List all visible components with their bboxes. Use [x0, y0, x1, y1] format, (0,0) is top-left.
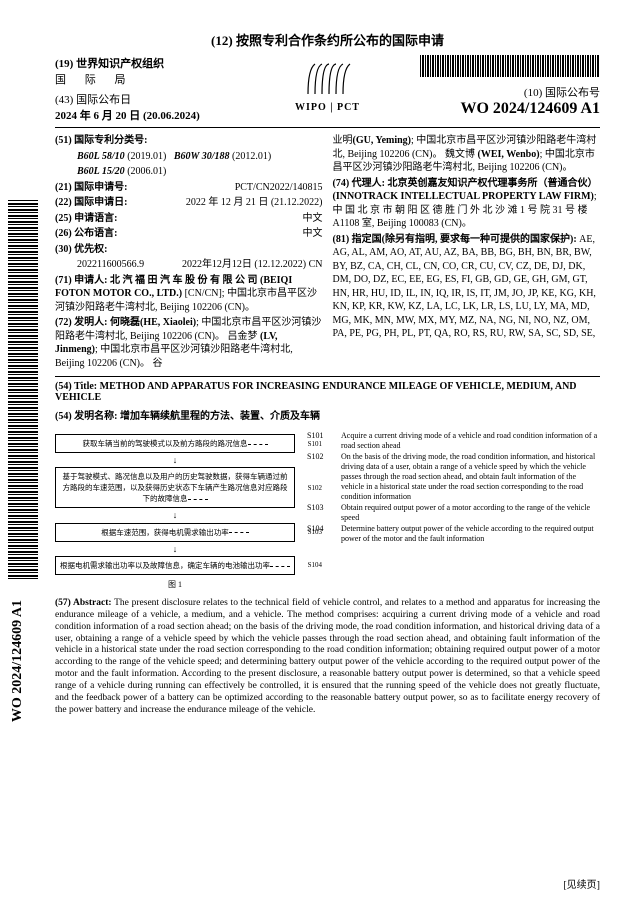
- horizontal-barcode: [420, 55, 600, 77]
- f51a-yr: (2019.01): [127, 151, 166, 162]
- f21-val: PCT/CN2022/140815: [235, 181, 323, 195]
- legend-s102-k: S102: [307, 452, 335, 502]
- title-54-cn: (54) 发明名称: 增加车辆续航里程的方法、装置、介质及车辆: [55, 411, 320, 422]
- abstract-label: (57) Abstract:: [55, 598, 112, 608]
- doc-kind-line: (12) 按照专利合作条约所公布的国际申请: [55, 30, 600, 49]
- f30-num: 202211600566.9: [77, 258, 144, 272]
- legend-s103-v: Obtain required output power of a motor …: [341, 503, 600, 523]
- f25-label: (25) 申请语言:: [55, 212, 118, 226]
- flow-s103-label: S103: [308, 528, 322, 536]
- flow-s101-text: 获取车辆当前的驾驶模式以及前方路段的路况信息: [83, 439, 248, 448]
- biblio-right-col: 业明(GU, Yeming); 中国北京市昌平区沙河镇沙阳路老牛湾村北, Bei…: [333, 132, 601, 372]
- header-center: WIPO | PCT: [293, 55, 363, 113]
- legend-s104-v: Determine battery output power of the ve…: [341, 524, 600, 544]
- f71-label: (71) 申请人: 北 汽 福 田 汽 车 股 份 有 限 公 司: [55, 275, 258, 286]
- f26-label: (26) 公布语言:: [55, 227, 118, 241]
- figure-area: 获取车辆当前的驾驶模式以及前方路段的路况信息S101 ↓ 基于驾驶模式、路况信息…: [55, 430, 600, 590]
- header-right: (10) 国际公布号 WO 2024/124609 A1: [363, 55, 601, 118]
- arrow-icon: ↓: [55, 546, 295, 552]
- arrow-icon: ↓: [55, 512, 295, 518]
- f74-en: (INNOTRACK INTELLECTUAL PROPERTY LAW FIR…: [333, 191, 594, 202]
- biblio-left-col: (51) 国际专利分类号: B60L 58/10 (2019.01) B60W …: [55, 132, 323, 372]
- pubdate: 2024 年 6 月 20 日 (20.06.2024): [55, 110, 200, 122]
- flowchart: 获取车辆当前的驾驶模式以及前方路段的路况信息S101 ↓ 基于驾驶模式、路况信息…: [55, 430, 295, 590]
- title-54: (54) Title: METHOD AND APPARATUS FOR INC…: [55, 381, 577, 403]
- vertical-barcode: [8, 200, 38, 580]
- flow-s104-label: S104: [308, 561, 322, 569]
- flow-s101: 获取车辆当前的驾驶模式以及前方路段的路况信息S101: [55, 434, 295, 453]
- rule-top: [55, 127, 600, 128]
- org-sub: 国 际 局: [55, 71, 134, 87]
- f30-label: (30) 优先权:: [55, 244, 108, 255]
- abstract-text: The present disclosure relates to the te…: [55, 598, 600, 715]
- pubno-label: (10) 国际公布号: [363, 84, 601, 100]
- flow-s102: 基于驾驶模式、路况信息以及用户的历史驾驶数据，获得车辆通过前方路段的车速范围，以…: [55, 467, 295, 508]
- f51-label: (51) 国际专利分类号:: [55, 135, 148, 146]
- arrow-icon: ↓: [55, 457, 295, 463]
- flow-s102-text: 基于驾驶模式、路况信息以及用户的历史驾驶数据，获得车辆通过前方路段的车速范围，以…: [63, 472, 288, 503]
- pubdate-label: (43) 国际公布日: [55, 94, 131, 106]
- f72-1-en: (HE, Xiaolei): [140, 317, 196, 328]
- vertical-publication-number: WO 2024/124609 A1: [10, 600, 26, 722]
- abstract: (57) Abstract: The present disclosure re…: [55, 598, 600, 717]
- flow-s103: 根据车速范围，获得电机需求输出功率S103: [55, 523, 295, 542]
- flow-s102-label: S102: [308, 484, 322, 492]
- f51b: B60W 30/188: [174, 151, 230, 162]
- legend-s101-v: Acquire a current driving mode of a vehi…: [341, 431, 600, 451]
- f51b-yr: (2012.01): [232, 151, 271, 162]
- f22-label: (22) 国际申请日:: [55, 196, 128, 210]
- f30-date: 2022年12月12日 (12.12.2022) CN: [182, 258, 323, 272]
- f72-label: (72) 发明人: 何晓磊: [55, 317, 140, 328]
- publication-number: WO 2024/124609 A1: [363, 100, 601, 118]
- patent-page: WO 2024/124609 A1 (12) 按照专利合作条约所公布的国际申请 …: [0, 0, 640, 905]
- f25-val: 中文: [303, 212, 323, 226]
- cont1-en: (GU, Yeming): [353, 135, 412, 146]
- f81-list: AE, AG, AL, AM, AO, AT, AU, AZ, BA, BB, …: [333, 234, 596, 340]
- figure-caption: 图 1: [55, 579, 295, 590]
- f72-2: 吕金梦: [228, 331, 261, 342]
- f51c: B60L 15/20: [77, 166, 125, 177]
- flow-s104-text: 根据电机需求输出功率以及故障信息，确定车辆的电池输出功率: [60, 561, 270, 570]
- header-left: (19) 世界知识产权组织 国 际 局 (43) 国际公布日 2024 年 6 …: [55, 55, 293, 123]
- header-row: (19) 世界知识产权组织 国 际 局 (43) 国际公布日 2024 年 6 …: [55, 55, 600, 123]
- org-label: (19) 世界知识产权组织: [55, 58, 164, 70]
- legend-s103-k: S103: [307, 503, 335, 523]
- f51c-yr: (2006.01): [127, 166, 166, 177]
- flow-s103-text: 根据车速范围，获得电机需求输出功率: [101, 528, 229, 537]
- f22-val: 2022 年 12 月 21 日 (21.12.2022): [186, 196, 323, 210]
- wipo-logo-icon: [303, 59, 353, 102]
- cont1-name: 业明: [333, 135, 353, 146]
- f71-cc: [CN/CN];: [185, 288, 225, 299]
- f21-label: (21) 国际申请号:: [55, 181, 128, 195]
- continuation-note: [见续页]: [563, 876, 600, 891]
- f74-label: (74) 代理人: 北京英创嘉友知识产权代理事务所（普通合伙）: [333, 178, 598, 189]
- wipo-text: WIPO | PCT: [293, 102, 363, 113]
- rule-mid: [55, 376, 600, 377]
- flow-s104: 根据电机需求输出功率以及故障信息，确定车辆的电池输出功率S104: [55, 556, 295, 575]
- cont2-en: (WEI, Wenbo): [478, 149, 540, 160]
- flow-s101-label: S101: [308, 440, 322, 448]
- bibliographic-section: (51) 国际专利分类号: B60L 58/10 (2019.01) B60W …: [55, 132, 600, 372]
- f26-val: 中文: [303, 227, 323, 241]
- f81-label: (81) 指定国(除另有指明, 要求每一种可提供的国家保护):: [333, 234, 580, 245]
- legend-s102-v: On the basis of the driving mode, the ro…: [341, 452, 600, 502]
- flowchart-legend: S101 Acquire a current driving mode of a …: [307, 430, 600, 590]
- f51a: B60L 58/10: [77, 151, 125, 162]
